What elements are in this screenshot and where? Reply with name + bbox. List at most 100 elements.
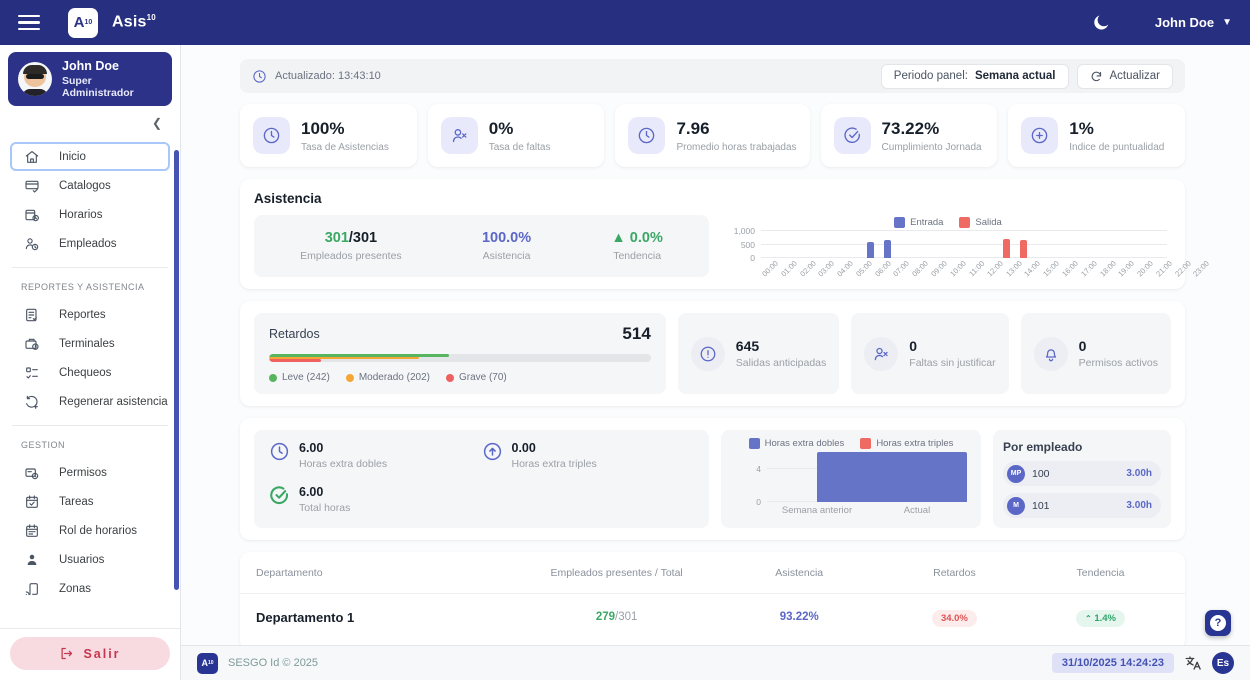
catalog-icon [23, 178, 40, 194]
zones-icon [23, 581, 40, 597]
por-empleado-panel: Por empleado MP 100 3.00h M 101 3.00h [993, 430, 1171, 528]
sidebar-item-permisos[interactable]: Permisos [10, 458, 170, 487]
sidebar-collapse-button[interactable]: ❮ [151, 116, 162, 130]
sidebar-item-inicio[interactable]: Inicio [10, 142, 170, 171]
report-icon [23, 307, 40, 323]
clock-icon [628, 117, 666, 154]
stat-faltas-sin-justificar: 0 Faltas sin justificar [851, 313, 1009, 394]
trend-up-icon: ⌃ [1084, 613, 1092, 623]
app-logo-sup: 10 [84, 19, 93, 26]
user-x-icon [440, 117, 478, 154]
attendance-bar-chart: Entrada Salida 0 500 1,000 00:00 01:00 02:00 03:… [733, 217, 1212, 279]
app-logo-letter: A [73, 14, 85, 31]
asistencia-card: Asistencia 301/301 Empleados presentes 1… [240, 179, 1212, 289]
horas-stats-panel: 6.00 Horas extra dobles 0.00 Horas extra t… [254, 430, 709, 528]
sidebar-item-horarios[interactable]: Horarios [10, 200, 170, 229]
stat-horas-extra-triples: 0.00 Horas extra triples [482, 441, 695, 473]
kpi-promedio-horas: 7.96 Promedio horas trabajadas [615, 104, 810, 167]
stat-horas-extra-dobles: 6.00 Horas extra dobles [269, 441, 482, 473]
retardos-legend-item: Moderado (202) [345, 372, 430, 383]
refresh-button[interactable]: Actualizar [1076, 63, 1173, 89]
logout-icon [59, 646, 74, 661]
language-badge[interactable]: Es [1212, 652, 1234, 674]
sidebar-item-reportes[interactable]: Reportes [10, 300, 170, 329]
clock-icon [269, 441, 290, 462]
app-logo: A 10 [68, 7, 98, 38]
check-circle-icon [833, 117, 871, 154]
employee-row[interactable]: MP 100 3.00h [1003, 461, 1161, 486]
overtime-bar-chart: Horas extra dobles Horas extra triples 0 4 S… [721, 430, 981, 528]
user-menu[interactable]: John Doe ▼ [1155, 15, 1232, 30]
retardos-total: 514 [622, 324, 651, 343]
home-icon [23, 149, 40, 165]
help-icon: ? [1210, 615, 1226, 631]
clock-up-icon [482, 441, 503, 462]
retardos-legend-item: Leve (242) [269, 372, 330, 383]
last-updated-text: Actualizado: 13:43:10 [275, 70, 381, 82]
terminal-clock-icon [23, 336, 40, 352]
roster-calendar-icon [23, 523, 40, 539]
sidebar-item-regenerar-asistencia[interactable]: Regenerar asistencia [10, 387, 170, 416]
table-row[interactable]: Departamento 1 279/301 93.22% 34.0% ⌃ 1.… [240, 594, 1185, 640]
period-selector-button[interactable]: Periodo panel: Semana actual [880, 63, 1069, 89]
tendencia-badge: ⌃ 1.4% [1075, 609, 1125, 627]
main-content: Actualizado: 13:43:10 Periodo panel: Sem… [181, 45, 1250, 645]
stat-total-horas: 6.00 Total horas [269, 485, 482, 517]
kpi-tasa-faltas: 0% Tasa de faltas [427, 104, 605, 167]
footer-logo: A 10 [197, 652, 218, 674]
permission-icon [23, 465, 40, 481]
help-button[interactable]: ? [1205, 610, 1231, 636]
stat-permisos-activos: 0 Permisos activos [1020, 313, 1171, 394]
bell-icon [1033, 336, 1068, 371]
horas-extra-card: 6.00 Horas extra dobles 0.00 Horas extra t… [240, 418, 1185, 540]
sidebar-item-usuarios[interactable]: Usuarios [10, 545, 170, 574]
sidebar-item-terminales[interactable]: Terminales [10, 329, 170, 358]
sidebar: John Doe Super Administrador ❮ Inicio Ca… [0, 45, 181, 680]
sidebar-item-catalogos[interactable]: Catalogos [10, 171, 170, 200]
avatar [18, 62, 52, 96]
footer: A 10 SESGO Id © 2025 31/10/2025 14:24:23 … [181, 645, 1250, 680]
sidebar-scrollbar[interactable] [174, 150, 179, 590]
section-label-reportes: REPORTES Y ASISTENCIA [21, 282, 145, 292]
translate-icon[interactable] [1184, 654, 1202, 672]
sidebar-item-tareas[interactable]: Tareas [10, 487, 170, 516]
employee-row[interactable]: M 101 3.00h [1003, 493, 1161, 518]
kpi-indice-puntualidad: 1% Indice de puntualidad [1008, 104, 1186, 167]
sidebar-item-chequeos[interactable]: Chequeos [10, 358, 170, 387]
footer-datetime: 31/10/2025 14:24:23 [1051, 653, 1174, 673]
check-badge-icon [269, 485, 290, 506]
schedule-icon [23, 207, 40, 223]
alert-circle-icon [690, 336, 725, 371]
employee-avatar: M [1007, 496, 1025, 515]
dashboard-topbar: Actualizado: 13:43:10 Periodo panel: Sem… [240, 59, 1185, 93]
logout-button[interactable]: Salir [10, 637, 170, 670]
retardos-title: Retardos [269, 327, 320, 341]
departamentos-table: Departamento Empleados presentes / Total… [240, 552, 1185, 645]
checklist-icon [23, 365, 40, 381]
dark-mode-toggle-moon-icon[interactable] [1092, 13, 1111, 32]
kpi-cumplimiento-jornada: 73.22% Cumplimiento Jornada [820, 104, 998, 167]
asistencia-title: Asistencia [254, 191, 322, 206]
user-x-icon [864, 336, 899, 371]
top-navbar: A 10 Asis10 John Doe ▼ [0, 0, 1250, 45]
footer-copyright: SESGO Id © 2025 [228, 657, 319, 669]
chevron-down-icon: ▼ [1222, 17, 1232, 28]
retardos-legend: Leve (242) Moderado (202) Grave (70) [269, 372, 651, 383]
retardos-progress-bar [269, 354, 651, 362]
sidebar-item-empleados[interactable]: Empleados [10, 229, 170, 258]
hamburger-icon[interactable] [18, 14, 40, 31]
table-header: Departamento Empleados presentes / Total… [240, 552, 1185, 594]
sidebar-user-role: Super Administrador [62, 75, 134, 99]
sidebar-item-zonas[interactable]: Zonas [10, 574, 170, 603]
task-calendar-icon [23, 494, 40, 510]
stat-salidas-anticipadas: 645 Salidas anticipadas [677, 313, 840, 394]
sidebar-user-card[interactable]: John Doe Super Administrador [8, 52, 172, 106]
regenerate-icon [23, 394, 40, 410]
sidebar-item-rol-de-horarios[interactable]: Rol de horarios [10, 516, 170, 545]
retardos-card: Retardos 514 Leve (242) Moderado (202) Gra… [240, 301, 1185, 406]
retardos-badge: 34.0% [931, 609, 977, 627]
employee-clock-icon [23, 236, 40, 252]
plus-circle-icon [1021, 117, 1059, 154]
brand-title: Asis10 [112, 13, 156, 31]
employee-avatar: MP [1007, 464, 1025, 483]
